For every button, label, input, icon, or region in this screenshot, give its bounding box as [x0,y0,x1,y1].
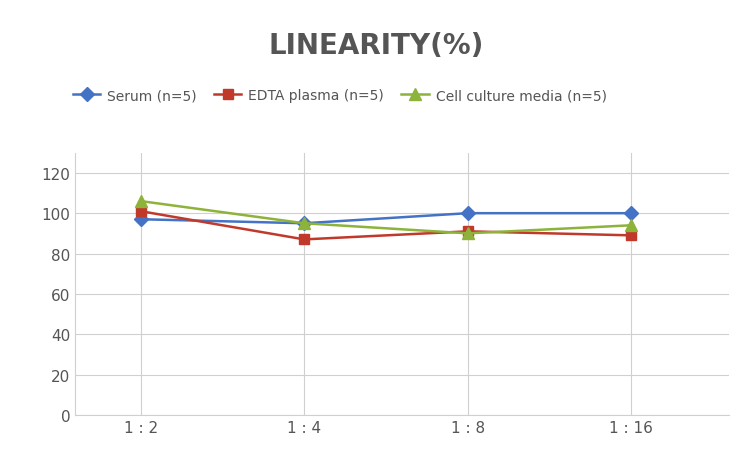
Cell culture media (n=5) [136,199,145,204]
Cell culture media (n=5) [626,223,635,229]
Serum (n=5) [299,221,308,226]
Serum (n=5) [626,211,635,216]
EDTA plasma (n=5) [299,237,308,243]
Cell culture media (n=5) [463,231,472,236]
EDTA plasma (n=5) [463,229,472,235]
Serum (n=5) [136,217,145,222]
EDTA plasma (n=5) [626,233,635,239]
Line: EDTA plasma (n=5): EDTA plasma (n=5) [136,207,636,245]
Line: Serum (n=5): Serum (n=5) [136,209,636,229]
EDTA plasma (n=5) [136,209,145,214]
Serum (n=5) [463,211,472,216]
Text: LINEARITY(%): LINEARITY(%) [268,32,484,60]
Legend: Serum (n=5), EDTA plasma (n=5), Cell culture media (n=5): Serum (n=5), EDTA plasma (n=5), Cell cul… [67,83,612,109]
Cell culture media (n=5) [299,221,308,226]
Line: Cell culture media (n=5): Cell culture media (n=5) [135,196,637,239]
